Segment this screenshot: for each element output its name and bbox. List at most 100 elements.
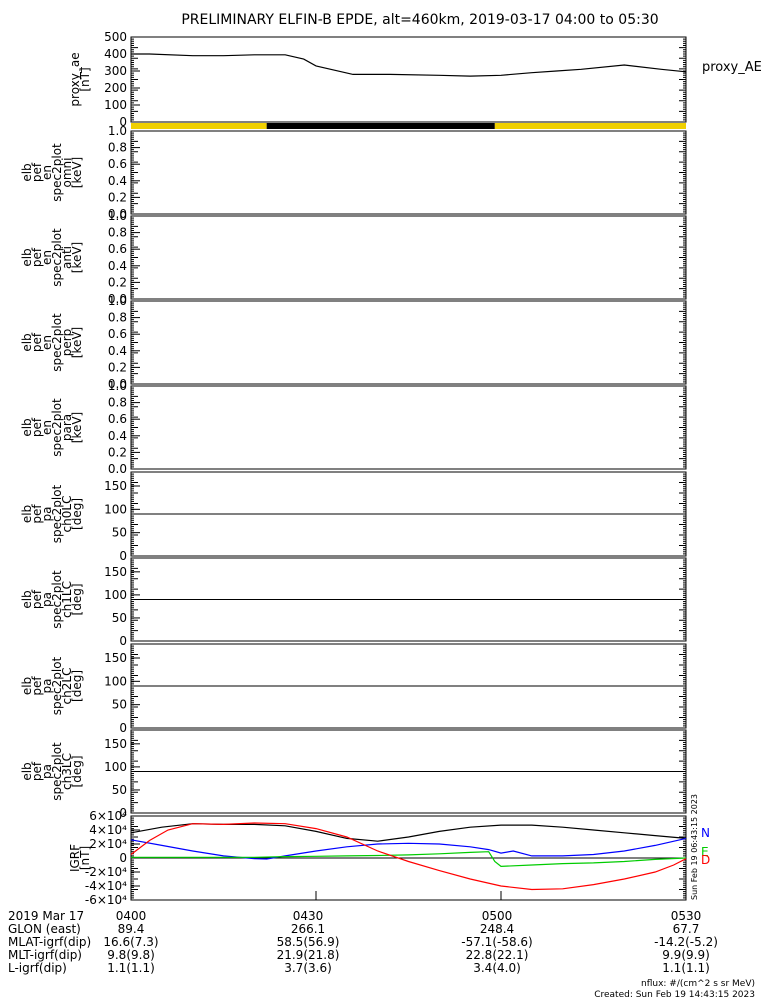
panel-5-ylabel-line: spec2plot xyxy=(50,398,64,457)
created-note: Created: Sun Feb 19 14:43:15 2023 xyxy=(594,990,755,1000)
panel-frame xyxy=(130,385,687,470)
series-line-proxy_AE xyxy=(131,53,687,77)
panel-5-ylabel-line: en xyxy=(40,420,54,435)
axis-row-value: 1.1(1.1) xyxy=(662,961,710,975)
panel-7-ylabel-line: pef xyxy=(30,589,44,609)
y-tick-label: -4×10⁴ xyxy=(85,879,127,893)
axis-row-label: MLT-igrf(dip) xyxy=(8,948,82,962)
plot-title: PRELIMINARY ELFIN-B EPDE, alt=460km, 201… xyxy=(181,12,658,28)
panel-0: 0 100 200 300 400 500 proxy_ae[nT] proxy_AE xyxy=(68,30,762,129)
y-tick-label: 0.0 xyxy=(108,377,127,391)
panel-2-ylabel-line: omni xyxy=(60,158,74,188)
panel-2-ylabel-line: elb xyxy=(20,163,34,181)
y-tick-label: -2×10⁴ xyxy=(85,865,127,879)
y-tick-label: 0 xyxy=(119,721,127,735)
series-line-blue xyxy=(130,837,687,860)
units-note: nflux: #/(cm^2 s sr MeV) xyxy=(641,979,755,989)
panel-5-ylabel-line: para xyxy=(60,414,74,441)
y-tick-label: 400 xyxy=(104,47,127,61)
panel-8-ylabel-line: [deg] xyxy=(70,670,84,702)
legend-label-D: D xyxy=(701,853,710,867)
legend-label-N: N xyxy=(701,826,710,840)
panel-9-ylabel-line: elb xyxy=(20,762,34,780)
series-line-D xyxy=(130,822,687,891)
panel-4-ylabel-line: spec2plot xyxy=(50,313,64,372)
panel-8-ylabel-line: elb xyxy=(20,677,34,695)
y-tick-label: 150 xyxy=(104,737,127,751)
y-tick-label: 0.4 xyxy=(108,174,127,188)
panel-3-ylabel-line: pef xyxy=(30,247,44,267)
panel-2-ylabel-line: [keV] xyxy=(70,157,84,188)
panel-10-ylabel-line: IGRF xyxy=(68,844,82,872)
panel-6-ylabel-line: elb xyxy=(20,505,34,523)
axis-row-value: 9.9(9.9) xyxy=(662,948,710,962)
y-tick-label: 1.0 xyxy=(108,379,127,393)
y-tick-label: 150 xyxy=(104,479,127,493)
axis-row-value: 0430 xyxy=(293,909,324,923)
panel-3: 0.0 0.2 0.4 0.6 0.8 1.0 elbpefenspec2plotanti[… xyxy=(20,209,687,306)
y-tick-label: 0 xyxy=(119,634,127,648)
y-tick-label: 6×10⁴ xyxy=(89,809,127,823)
y-tick-label: 1.0 xyxy=(108,294,127,308)
panel-4-ylabel-line: en xyxy=(40,335,54,350)
y-tick-label: 0.8 xyxy=(108,396,127,410)
y-tick-label: 1.0 xyxy=(108,209,127,223)
y-tick-label: 4×10⁴ xyxy=(89,823,127,837)
panel-frame xyxy=(130,130,687,215)
panel-frame xyxy=(130,215,687,300)
axis-row-label: 2019 Mar 17 xyxy=(8,909,84,923)
panel-9-ylabel-line: pef xyxy=(30,761,44,781)
panel-9-ylabel-line: ch3LC xyxy=(60,753,74,790)
panel-0-ylabel-line: proxy_ae xyxy=(68,52,82,106)
axis-row-value: -57.1(-58.6) xyxy=(461,935,532,949)
panel-7-ylabel-line: pa xyxy=(40,592,54,607)
panel-9-ylabel-line: pa xyxy=(40,764,54,779)
y-tick-label: 1.0 xyxy=(108,124,127,138)
axis-row-value: 67.7 xyxy=(673,922,700,936)
axis-row-value: 0500 xyxy=(482,909,513,923)
axis-row-value: 9.8(9.8) xyxy=(107,948,155,962)
panel-5-ylabel-line: elb xyxy=(20,418,34,436)
y-tick-label: 0 xyxy=(119,806,127,820)
y-tick-label: 0.0 xyxy=(108,207,127,221)
y-tick-label: 0.8 xyxy=(108,226,127,240)
axis-row-value: 16.6(7.3) xyxy=(103,935,158,949)
axis-row-value: 89.4 xyxy=(118,922,145,936)
panel-6-ylabel-line: ch0LC xyxy=(60,496,74,533)
panel-6-ylabel-line: pa xyxy=(40,507,54,522)
panel-7-ylabel-line: ch1LC xyxy=(60,581,74,618)
panel-4-ylabel-line: perp xyxy=(60,329,74,357)
panel-4-ylabel-line: pef xyxy=(30,332,44,352)
y-tick-label: 0.2 xyxy=(108,360,127,374)
panel-0-ylabel-line: [nT] xyxy=(78,67,92,91)
y-tick-label: 100 xyxy=(104,588,127,602)
panel-9-ylabel-line: [deg] xyxy=(70,756,84,788)
y-tick-label: 0.8 xyxy=(108,311,127,325)
axis-row-value: 266.1 xyxy=(291,922,325,936)
axis-row-label: L-igrf(dip) xyxy=(8,961,67,975)
axis-row-value: 1.1(1.1) xyxy=(107,961,155,975)
panel-9-ylabel-line: spec2plot xyxy=(50,742,64,801)
y-tick-label: 0 xyxy=(119,549,127,563)
y-tick-label: 50 xyxy=(112,698,127,712)
y-tick-label: 200 xyxy=(104,81,127,95)
panel-5-ylabel-line: pef xyxy=(30,417,44,437)
coverage-bar-segment xyxy=(131,123,267,129)
y-tick-label: 0.2 xyxy=(108,190,127,204)
panel-7-ylabel-line: [deg] xyxy=(70,584,84,616)
y-tick-label: 0 xyxy=(119,115,127,129)
panel-2-ylabel-line: spec2plot xyxy=(50,143,64,202)
axis-row-label: MLAT-igrf(dip) xyxy=(8,935,91,949)
panel-8-ylabel-line: ch2LC xyxy=(60,668,74,705)
panel-frame xyxy=(130,300,687,385)
panel-8-ylabel-line: pa xyxy=(40,679,54,694)
axis-row-value: 0400 xyxy=(116,909,147,923)
panel-6-ylabel-line: spec2plot xyxy=(50,484,64,543)
panel-2-ylabel-line: pef xyxy=(30,162,44,182)
y-tick-label: 50 xyxy=(112,526,127,540)
panel-5-ylabel-line: [keV] xyxy=(70,412,84,443)
